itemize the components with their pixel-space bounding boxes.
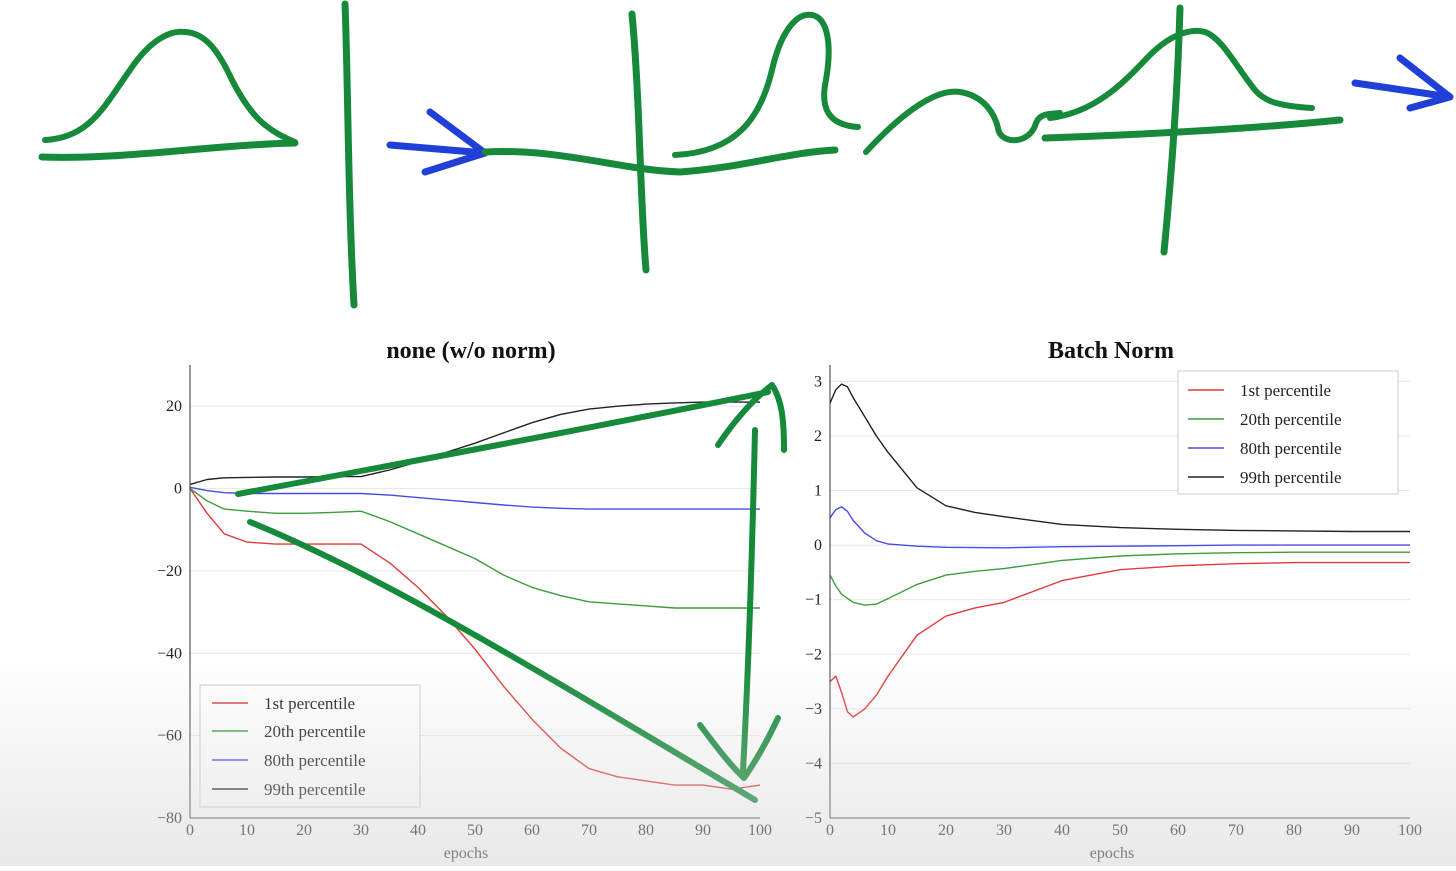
series-line-99th (829, 383, 1410, 533)
ink-axis-vertical-2 (628, 10, 650, 274)
y-tick-label: −40 (157, 645, 182, 662)
y-tick-label: 2 (814, 428, 822, 445)
x-tick-labels: 0 10 20 30 40 50 60 70 80 90 100 (826, 822, 1422, 839)
legend-label-20th: 20th percentile (264, 722, 366, 741)
y-tick-label: −1 (805, 592, 822, 609)
x-tick-label: 60 (524, 822, 540, 839)
series-line-80th (829, 506, 1410, 549)
y-tick-label: 20 (166, 398, 182, 415)
x-tick-label: 80 (1286, 822, 1302, 839)
chart-none-wo-norm: none (w/o norm) 0 10 20 30 40 50 60 70 80 90 100 −… (157, 338, 772, 862)
legend: 1st percentile 20th percentile 80th perc… (199, 684, 421, 808)
series-line-99th (189, 401, 760, 486)
x-tick-label: 70 (581, 822, 597, 839)
y-tick-label: 0 (814, 537, 822, 554)
x-tick-label: 10 (880, 822, 896, 839)
ink-axis-horizontal-2 (481, 146, 839, 176)
ink-baseline-1 (38, 139, 299, 161)
x-tick-label: 40 (1054, 822, 1070, 839)
series-line-1st (829, 561, 1410, 718)
x-tick-label: 50 (1112, 822, 1128, 839)
x-tick-label: 20 (938, 822, 954, 839)
x-tick-label: 20 (296, 822, 312, 839)
legend-label-80th: 80th percentile (264, 751, 366, 770)
x-tick-label: 90 (1344, 822, 1360, 839)
x-tick-label: 10 (239, 822, 255, 839)
ink-vertical-divider-1 (341, 0, 358, 309)
x-tick-label: 100 (1398, 822, 1422, 839)
x-tick-label: 60 (1170, 822, 1186, 839)
x-tick-label: 30 (353, 822, 369, 839)
series-line-80th (189, 486, 760, 510)
x-tick-label: 80 (638, 822, 654, 839)
y-tick-label: −5 (805, 810, 822, 827)
legend-label-20th: 20th percentile (1240, 410, 1342, 429)
x-tick-label: 50 (467, 822, 483, 839)
legend-label-99th: 99th percentile (264, 780, 366, 799)
y-tick-label: −3 (805, 701, 822, 718)
x-tick-label: 90 (695, 822, 711, 839)
series-line-20th (189, 487, 760, 609)
legend-box (1177, 370, 1399, 495)
x-tick-label: 0 (186, 822, 194, 839)
chart-batch-norm: Batch Norm 0 10 20 30 40 50 60 70 80 90 100 −5−4−3… (805, 338, 1422, 862)
y-tick-label: −4 (805, 755, 822, 772)
x-tick-label: 70 (1228, 822, 1244, 839)
ink-vertical-spread-arrow (697, 427, 781, 781)
legend-label-80th: 80th percentile (1240, 439, 1342, 458)
x-tick-label: 40 (410, 822, 426, 839)
x-tick-label: 0 (826, 822, 834, 839)
chart-title: none (w/o norm) (386, 338, 555, 364)
y-tick-label: −2 (805, 646, 822, 663)
y-tick-label: 1 (814, 483, 822, 500)
y-tick-label: −20 (157, 563, 182, 580)
x-tick-label: 100 (748, 822, 772, 839)
y-tick-labels: −80 −60 −40 −20 0 20 (157, 398, 182, 827)
series-line-20th (829, 551, 1410, 606)
y-tick-labels: −5 −4 −3 −2 −1 0 1 2 3 (805, 373, 822, 827)
y-tick-label: 0 (174, 481, 182, 498)
x-axis-label: epochs (444, 845, 488, 862)
x-tick-labels: 0 10 20 30 40 50 60 70 80 90 100 (186, 822, 772, 839)
ink-wave-curve (863, 88, 1063, 155)
y-tick-label: −80 (157, 810, 182, 827)
ink-upward-trend-arrow (235, 382, 787, 497)
handwritten-annotations (38, 0, 1454, 309)
y-tick-label: 3 (814, 373, 822, 390)
chart-title: Batch Norm (1048, 338, 1174, 364)
ink-axis-horizontal-3 (1041, 116, 1344, 142)
y-tick-label: −60 (157, 728, 182, 745)
ink-skewed-curve (672, 11, 861, 158)
ink-bell-curve-3 (1047, 27, 1315, 121)
x-tick-label: 30 (996, 822, 1012, 839)
legend-label-1st: 1st percentile (1240, 381, 1331, 400)
x-axis-label: epochs (1090, 845, 1134, 862)
ink-arrow-right-2 (1351, 54, 1454, 112)
ink-arrow-right-1 (386, 108, 489, 176)
legend-label-99th: 99th percentile (1240, 468, 1342, 487)
ink-bell-curve-1 (42, 28, 298, 145)
legend: 1st percentile 20th percentile 80th perc… (1177, 370, 1399, 495)
ink-axis-vertical-3 (1160, 4, 1184, 256)
legend-label-1st: 1st percentile (264, 694, 355, 713)
